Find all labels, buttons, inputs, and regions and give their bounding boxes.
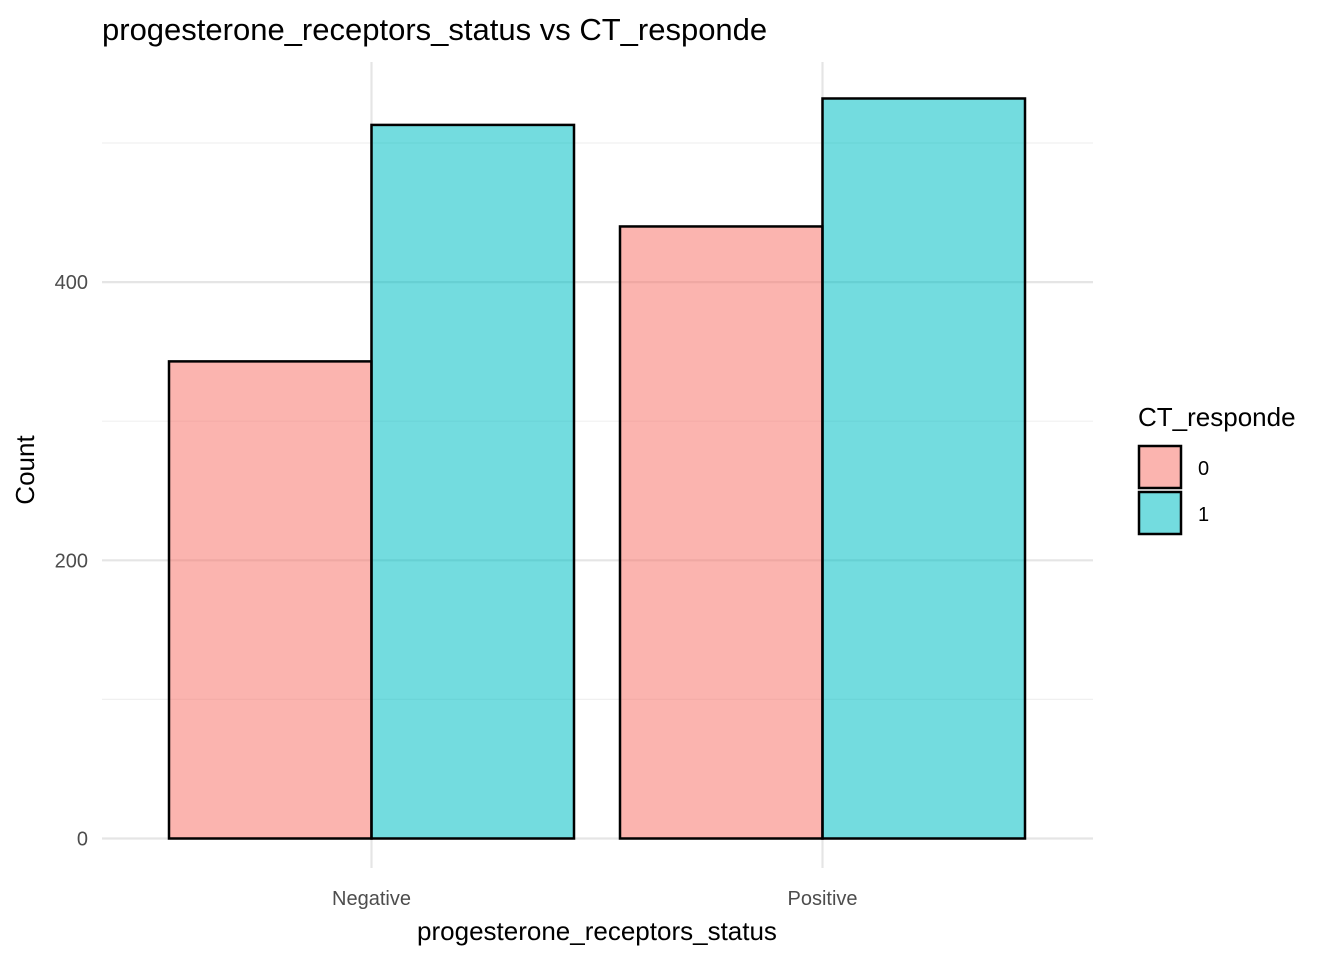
legend-label-0: 0 (1198, 458, 1209, 480)
bars (167, 97, 1027, 840)
y-tick-label: 400 (55, 272, 88, 294)
legend-label-1: 1 (1198, 504, 1209, 526)
x-tick-label: Negative (332, 888, 411, 910)
y-axis-title: Count (10, 435, 40, 505)
y-tick-label: 200 (55, 550, 88, 572)
x-tick-labels: Negative Positive (332, 888, 857, 910)
legend-swatch-1 (1137, 490, 1183, 536)
legend-title: CT_responde (1138, 402, 1296, 432)
x-axis-title: progesterone_receptors_status (417, 916, 777, 946)
legend-swatch-0 (1137, 444, 1183, 490)
y-tick-labels: 0 200 400 (55, 272, 88, 850)
legend-items: 01 (1137, 444, 1209, 536)
chart-title: progesterone_receptors_status vs CT_resp… (102, 12, 767, 47)
x-tick-label: Positive (787, 888, 857, 910)
bar-positive-series-0 (618, 225, 824, 840)
legend: CT_responde 01 (1137, 402, 1296, 536)
bar-positive-series-1 (821, 97, 1027, 840)
bar-negative-series-0 (167, 360, 373, 840)
y-tick-label: 0 (77, 829, 88, 851)
bar-negative-series-1 (370, 123, 576, 840)
